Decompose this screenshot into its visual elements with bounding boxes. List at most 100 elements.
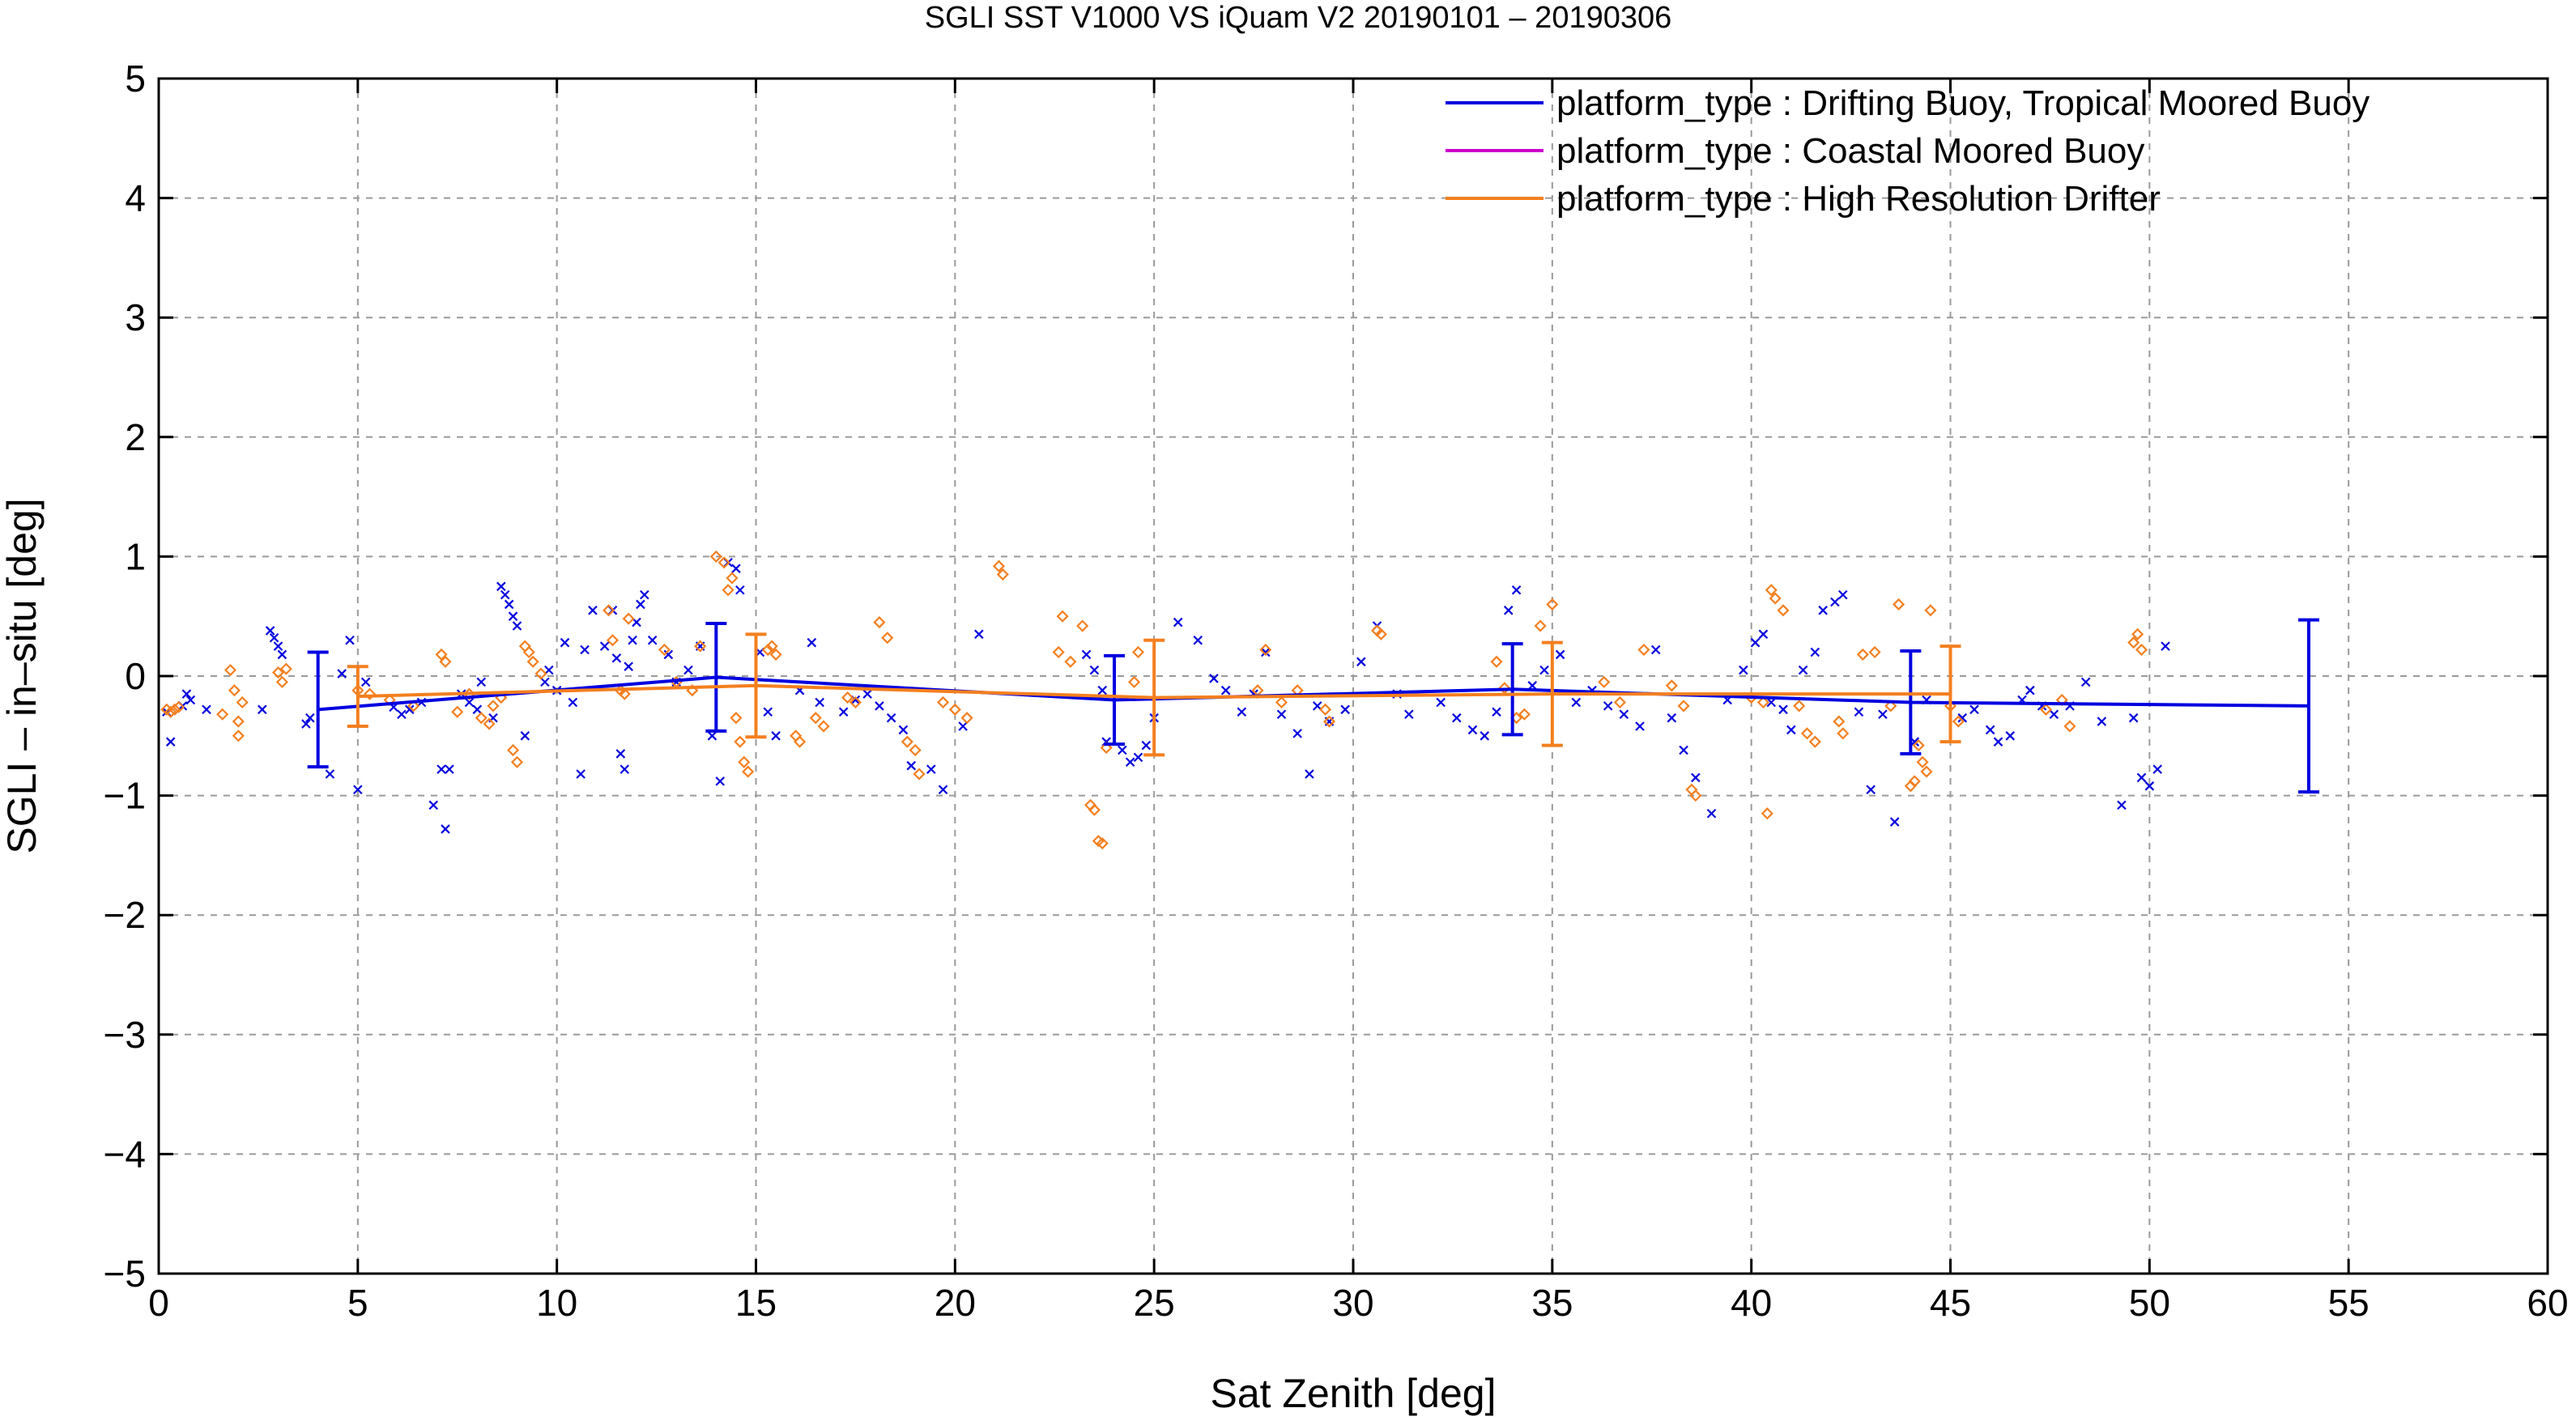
data-point-series-0 xyxy=(540,677,550,687)
x-tick-label: 45 xyxy=(1930,1282,1971,1324)
data-point-series-0 xyxy=(898,725,909,735)
data-point-series-2 xyxy=(1319,703,1332,716)
data-point-series-0 xyxy=(624,661,633,671)
data-point-series-0 xyxy=(1667,712,1677,723)
data-point-series-0 xyxy=(345,635,355,645)
data-point-series-0 xyxy=(588,606,598,615)
x-tick-label: 35 xyxy=(1531,1282,1573,1324)
data-point-series-0 xyxy=(397,709,407,720)
data-point-series-0 xyxy=(1467,725,1478,735)
data-point-series-0 xyxy=(445,764,454,774)
data-point-series-0 xyxy=(663,649,674,660)
data-point-series-0 xyxy=(1706,808,1717,819)
y-tick-label: −3 xyxy=(104,1014,146,1056)
data-point-series-2 xyxy=(948,703,961,716)
data-point-series-0 xyxy=(1854,707,1864,717)
data-point-series-2 xyxy=(1868,645,1881,659)
data-point-series-0 xyxy=(838,707,849,717)
data-point-series-2 xyxy=(726,572,739,585)
data-point-series-0 xyxy=(1133,752,1143,763)
data-point-series-2 xyxy=(738,755,751,768)
data-point-series-2 xyxy=(507,743,520,757)
data-point-series-0 xyxy=(615,749,626,759)
data-point-series-2 xyxy=(992,559,1005,572)
data-point-series-0 xyxy=(476,677,487,687)
data-point-series-0 xyxy=(1830,597,1840,607)
data-point-series-0 xyxy=(560,637,570,648)
data-point-series-0 xyxy=(2097,717,2107,726)
legend-label-2: platform_type : High Resolution Drifter xyxy=(1556,179,2161,219)
data-point-series-0 xyxy=(269,632,279,643)
data-point-series-2 xyxy=(1546,598,1559,610)
data-point-series-0 xyxy=(715,776,726,786)
x-tick-label: 5 xyxy=(347,1282,368,1324)
data-point-series-2 xyxy=(901,735,913,748)
data-point-series-0 xyxy=(464,697,475,708)
data-point-series-0 xyxy=(862,689,872,699)
data-point-series-2 xyxy=(236,695,249,709)
data-point-series-0 xyxy=(576,769,585,779)
x-axis-label: Sat Zenith [deg] xyxy=(1210,1371,1496,1416)
data-point-series-2 xyxy=(1056,610,1069,623)
data-point-series-0 xyxy=(1810,647,1820,657)
data-point-series-2 xyxy=(1884,700,1897,712)
data-point-series-2 xyxy=(1912,739,1925,752)
data-point-series-0 xyxy=(2128,712,2139,723)
x-tick-label: 0 xyxy=(148,1282,169,1324)
data-point-series-0 xyxy=(771,731,781,741)
data-point-series-0 xyxy=(496,581,506,592)
data-point-series-2 xyxy=(522,645,535,659)
data-point-series-2 xyxy=(1800,727,1814,740)
data-point-series-0 xyxy=(731,564,741,573)
data-point-series-2 xyxy=(809,712,822,725)
data-point-series-2 xyxy=(769,648,782,661)
data-point-series-2 xyxy=(606,634,620,647)
data-point-series-2 xyxy=(1893,598,1905,610)
data-point-series-2 xyxy=(439,655,452,668)
data-point-series-2 xyxy=(1064,655,1077,668)
data-point-series-2 xyxy=(1534,619,1547,632)
data-point-series-0 xyxy=(1081,649,1092,660)
y-tick-label: 5 xyxy=(125,57,146,100)
data-point-series-0 xyxy=(1097,685,1108,695)
data-point-series-0 xyxy=(1758,629,1769,640)
data-point-series-0 xyxy=(1340,704,1350,715)
data-point-series-2 xyxy=(279,662,292,675)
chart-title: SGLI SST V1000 VS iQuam V2 20190101 – 20… xyxy=(925,1,1672,35)
data-point-series-2 xyxy=(487,700,500,712)
data-point-series-0 xyxy=(611,653,622,663)
mean-lines xyxy=(307,618,2319,794)
data-point-series-2 xyxy=(2039,703,2053,716)
y-tick-label: 2 xyxy=(125,416,146,458)
data-point-series-0 xyxy=(1312,701,1322,711)
y-tick-label: 4 xyxy=(125,177,146,219)
data-point-series-2 xyxy=(1908,775,1921,788)
data-point-series-0 xyxy=(1969,704,1979,715)
data-point-series-0 xyxy=(1798,665,1808,675)
data-point-series-2 xyxy=(1769,592,1782,605)
data-point-series-0 xyxy=(2080,677,2091,687)
data-point-series-2 xyxy=(1100,742,1113,755)
data-point-series-2 xyxy=(534,667,547,680)
y-tick-label: 1 xyxy=(125,535,146,577)
data-point-series-0 xyxy=(1878,709,1888,720)
x-tick-label: 60 xyxy=(2527,1282,2568,1324)
data-point-series-2 xyxy=(1924,604,1937,617)
data-point-series-2 xyxy=(271,666,285,679)
data-point-series-0 xyxy=(886,712,896,723)
data-point-series-2 xyxy=(232,715,245,728)
data-point-series-2 xyxy=(742,765,755,778)
data-point-series-2 xyxy=(1761,807,1773,820)
x-tick-label: 50 xyxy=(2129,1282,2170,1324)
data-point-series-2 xyxy=(275,675,288,688)
data-point-series-2 xyxy=(1259,643,1272,657)
data-point-series-0 xyxy=(265,626,275,636)
data-point-series-0 xyxy=(273,641,283,651)
data-point-series-0 xyxy=(1750,637,1761,648)
data-point-series-0 xyxy=(926,764,936,774)
data-point-series-2 xyxy=(164,705,177,718)
data-point-series-0 xyxy=(2161,641,2170,651)
data-point-series-2 xyxy=(730,712,743,725)
data-point-series-2 xyxy=(1076,619,1089,632)
data-point-series-2 xyxy=(658,643,671,657)
